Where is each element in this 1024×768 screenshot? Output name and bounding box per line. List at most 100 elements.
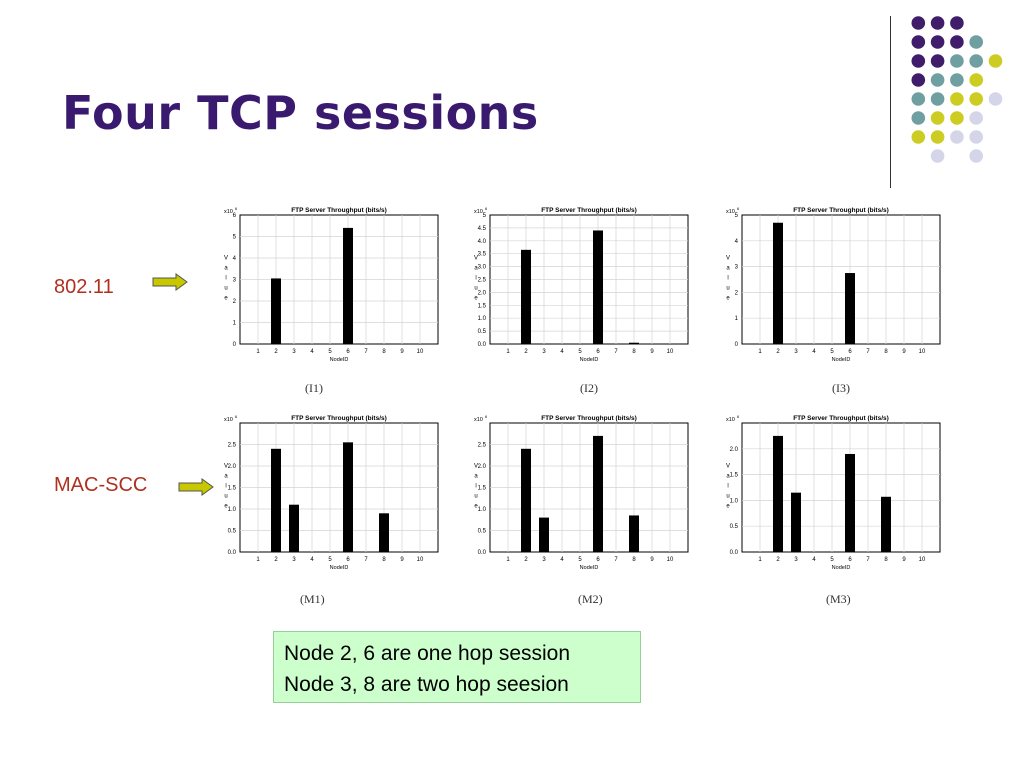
y-tick-label: 5 — [233, 235, 237, 241]
x-tick-label: 8 — [884, 557, 888, 563]
bar — [521, 249, 531, 344]
decorative-dot — [950, 92, 964, 106]
y-tick-label: 3.5 — [478, 252, 487, 258]
x-tick-label: 1 — [506, 349, 510, 355]
plot-area — [741, 422, 941, 553]
y-axis-label-letter: a — [474, 474, 478, 480]
y-tick-label: 0.0 — [730, 550, 739, 556]
bar — [343, 227, 353, 344]
x-tick-label: 3 — [794, 557, 798, 563]
x-tick-label: 5 — [830, 349, 834, 355]
decorative-dot — [969, 54, 983, 68]
x-tick-label: 4 — [812, 349, 816, 355]
y-axis-label-letter: V — [474, 464, 478, 470]
y-tick-label: 6 — [233, 213, 237, 219]
axis-exponent: x10 — [474, 209, 483, 215]
x-tick-label: 6 — [346, 557, 350, 563]
x-axis-label: NodeID — [330, 565, 349, 571]
x-tick-label: 5 — [328, 557, 332, 563]
decorative-dot-grid — [911, 16, 1003, 163]
bar — [629, 342, 639, 344]
decorative-dot — [930, 54, 945, 68]
x-tick-label: 4 — [560, 557, 564, 563]
x-tick-label: 4 — [310, 557, 314, 563]
axis-exponent: x10 — [474, 417, 483, 423]
note-box: Node 2, 6 are one hop session Node 3, 8 … — [273, 631, 641, 703]
decorative-dot — [911, 130, 926, 144]
x-tick-label: 7 — [614, 557, 618, 563]
chart-title: FTP Server Throughput (bits/s) — [793, 415, 889, 422]
y-axis-label-letter: a — [224, 266, 228, 272]
x-tick-label: 6 — [848, 349, 852, 355]
chart-caption: (M1) — [300, 592, 325, 606]
y-axis-label-letter: V — [474, 256, 478, 262]
y-tick-label: 0.5 — [228, 529, 237, 535]
decorative-dot — [930, 111, 945, 125]
note-line: Node 3, 8 are two hop seesion — [284, 673, 569, 696]
decorative-dot — [969, 35, 983, 49]
chart-i2: 0.0 0.5 1.0 1.5 2.0 2.5 3.0 3.5 4.0 4.5 5 1 2 3 4 5 6 7 8 9… — [474, 206, 689, 363]
axis-exponent-power: 6 — [737, 206, 740, 211]
x-tick-label: 10 — [417, 349, 424, 355]
x-tick-label: 4 — [560, 349, 564, 355]
right-arrow-icon — [178, 478, 214, 496]
y-tick-label: 2 — [735, 290, 739, 296]
row-label-macscc: MAC-SCC — [54, 474, 148, 496]
decorative-dot — [950, 73, 964, 87]
y-axis-label-letter: e — [726, 504, 730, 510]
y-tick-label: 2.0 — [228, 464, 237, 470]
bar — [271, 448, 281, 552]
plot-area — [741, 214, 941, 345]
y-axis-label-letter: l — [727, 484, 728, 490]
x-tick-label: 2 — [776, 557, 780, 563]
x-tick-label: 10 — [919, 557, 926, 563]
x-tick-label: 1 — [256, 349, 260, 355]
x-tick-label: 1 — [758, 557, 762, 563]
x-tick-label: 2 — [274, 557, 278, 563]
chart-m1: 0.0 0.5 1.0 1.5 2.0 2.5 1 2 3 4 5 6 7 8 9 10 NodeID FTP S… — [224, 414, 439, 571]
note-line: Node 2, 6 are one hop session — [284, 642, 571, 665]
x-tick-label: 9 — [902, 349, 906, 355]
x-tick-label: 5 — [328, 349, 332, 355]
axis-exponent: x10 — [726, 417, 735, 423]
x-tick-label: 6 — [346, 349, 350, 355]
y-tick-label: 0 — [233, 342, 237, 348]
x-tick-label: 10 — [919, 349, 926, 355]
y-tick-label: 1.0 — [730, 498, 739, 504]
y-axis-label-letter: V — [726, 464, 730, 470]
chart-caption: (I1) — [305, 381, 323, 395]
y-axis-label-letter: a — [726, 266, 730, 272]
y-tick-label: 4.5 — [478, 226, 487, 232]
y-tick-label: 2.0 — [478, 464, 487, 470]
y-axis-label-letter: u — [726, 494, 729, 500]
y-axis-label-letter: u — [474, 286, 477, 292]
y-axis-label-letter: e — [726, 296, 730, 302]
bar — [791, 492, 801, 552]
x-tick-label: 3 — [542, 349, 546, 355]
axis-exponent-power: 6 — [485, 206, 488, 211]
x-tick-label: 1 — [256, 557, 260, 563]
y-axis-label-letter: l — [225, 484, 226, 490]
x-tick-label: 1 — [758, 349, 762, 355]
divider-line — [890, 16, 891, 188]
chart-title: FTP Server Throughput (bits/s) — [793, 207, 889, 214]
chart-title: FTP Server Throughput (bits/s) — [291, 207, 387, 214]
x-tick-label: 3 — [292, 557, 296, 563]
chart-caption: (I2) — [580, 381, 598, 395]
y-tick-label: 2.5 — [478, 443, 487, 449]
decorative-dot — [950, 130, 964, 144]
decorative-dot — [930, 16, 945, 30]
decorative-dot — [930, 35, 945, 49]
chart-i1: 0 1 2 3 4 5 6 1 2 3 4 5 6 7 8 9 10 NodeID FTP Server Throu… — [224, 206, 439, 363]
x-axis-label: NodeID — [832, 565, 851, 571]
y-tick-label: 1.5 — [730, 473, 739, 479]
y-axis-label-letter: a — [474, 266, 478, 272]
x-tick-label: 3 — [794, 349, 798, 355]
bar — [539, 517, 549, 552]
y-axis-label-letter: l — [475, 484, 476, 490]
x-tick-label: 6 — [596, 557, 600, 563]
y-axis-label-letter: V — [726, 256, 730, 262]
chart-caption: (M3) — [826, 592, 851, 606]
y-tick-label: 2.0 — [730, 447, 739, 453]
x-tick-label: 10 — [667, 557, 674, 563]
